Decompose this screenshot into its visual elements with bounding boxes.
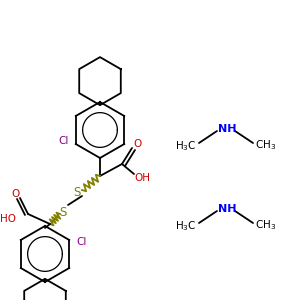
Text: NH: NH	[218, 124, 236, 134]
Text: OH: OH	[134, 173, 150, 183]
Text: S: S	[73, 187, 81, 200]
Text: CH$_3$: CH$_3$	[255, 138, 276, 152]
Text: Cl: Cl	[76, 237, 86, 247]
Text: HO: HO	[0, 214, 16, 224]
Text: Cl: Cl	[58, 136, 69, 146]
Text: O: O	[11, 189, 19, 199]
Text: O: O	[133, 139, 141, 149]
Text: H$_3$C: H$_3$C	[175, 139, 196, 153]
Text: CH$_3$: CH$_3$	[255, 218, 276, 232]
Text: S: S	[59, 206, 67, 218]
Text: H$_3$C: H$_3$C	[175, 219, 196, 233]
Text: NH: NH	[218, 204, 236, 214]
